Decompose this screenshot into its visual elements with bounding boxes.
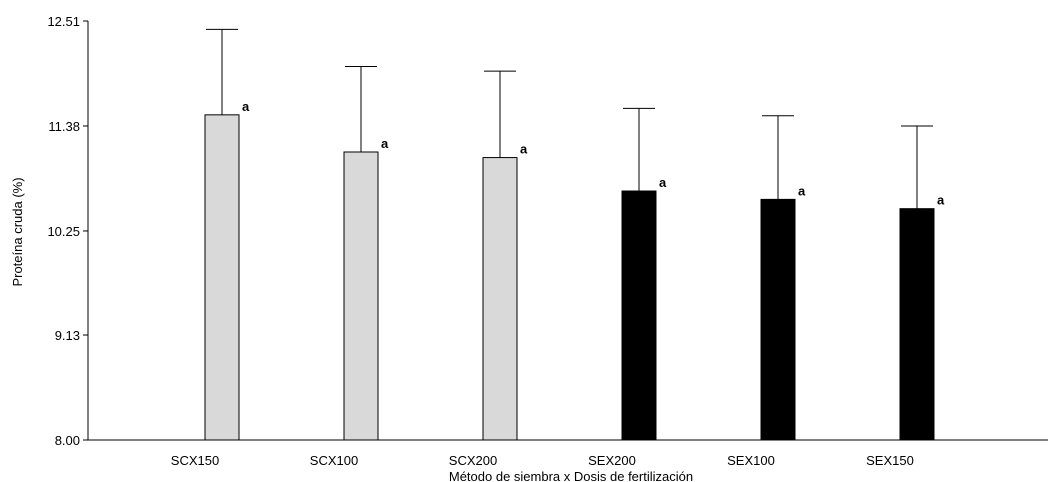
y-tick-label: 10.25: [47, 224, 80, 239]
significance-label: a: [242, 99, 250, 114]
x-category-label: SEX200: [588, 453, 636, 468]
x-axis-label: Método de siembra x Dosis de fertilizaci…: [449, 469, 693, 482]
bar: [760, 198, 796, 441]
bar: [343, 151, 379, 441]
bar: [621, 190, 657, 441]
bar: [204, 114, 240, 441]
x-category-label: SEX100: [727, 453, 775, 468]
error-bars: [206, 28, 933, 209]
x-category-label: SCX200: [449, 453, 497, 468]
x-category-label: SCX100: [310, 453, 358, 468]
y-tick-label: 12.51: [47, 14, 80, 29]
significance-label: a: [937, 193, 945, 208]
bar: [482, 157, 518, 441]
y-tick-label: 8.00: [55, 433, 80, 448]
y-axis-label: Proteína cruda (%): [10, 177, 25, 286]
significance-label: a: [520, 142, 528, 157]
y-tick-label: 9.13: [55, 328, 80, 343]
significance-label: a: [659, 175, 667, 190]
x-category-label: SEX150: [866, 453, 914, 468]
y-tick-label: 11.38: [48, 119, 80, 134]
bars: [204, 114, 935, 441]
significance-labels: a a a a a a: [242, 99, 945, 208]
significance-label: a: [798, 183, 806, 198]
x-category-label: SCX150: [171, 453, 219, 468]
significance-label: a: [381, 136, 389, 151]
x-axis-categories: SCX150 SCX100 SCX200 SEX200 SEX100 SEX150: [171, 453, 914, 468]
y-axis-ticks: 8.00 9.13 10.25 11.38 12.51: [47, 14, 88, 448]
bar: [899, 208, 935, 441]
